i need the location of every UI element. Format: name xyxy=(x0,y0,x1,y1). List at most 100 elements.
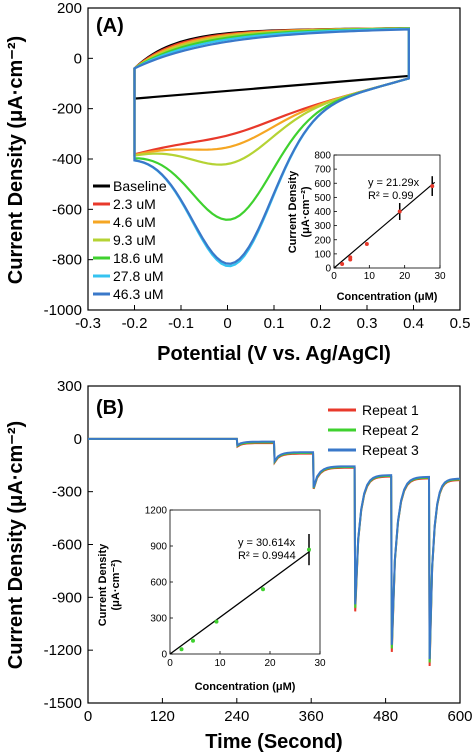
cv-curve-46-3-um xyxy=(133,28,410,265)
x-tick-label: -0.2 xyxy=(122,315,148,332)
legend-label: 4.6 uM xyxy=(113,214,156,230)
x-tick-label: 120 xyxy=(150,708,175,725)
x-tick-label: 0.3 xyxy=(357,315,378,332)
inset-y-tick-label: 700 xyxy=(314,165,331,176)
panel-b-ticks: 0 120 240 360 480 6003000-300-600-900-1200-15… xyxy=(44,378,473,725)
y-tick-label: -1000 xyxy=(44,302,82,319)
cv-curve-baseline xyxy=(133,27,410,100)
inset-data-point xyxy=(348,255,353,260)
inset-fit-line xyxy=(333,181,436,269)
panel-b-y-axis-title: Current Density (μA·cm⁻²) xyxy=(5,421,27,669)
y-tick-label: 0 xyxy=(74,431,82,448)
y-tick-label: 300 xyxy=(57,378,82,395)
inset-y-tick-label: 0 xyxy=(161,650,167,661)
legend-label: Repeat 1 xyxy=(362,402,419,418)
inset-y-tick-label: 600 xyxy=(314,179,331,190)
panel-b-chart: 0 120 240 360 480 6003000-300-600-900-1200-15… xyxy=(5,378,473,753)
panel-b-label: (B) xyxy=(96,397,124,419)
inset-frame xyxy=(333,154,441,269)
inset-y-tick-label: 900 xyxy=(150,542,167,553)
panel-a-curves xyxy=(133,27,410,268)
inset-fit-line xyxy=(169,550,311,655)
x-tick-label: 0.5 xyxy=(450,315,471,332)
inset-x-tick-label: 30 xyxy=(434,271,446,282)
panel-a-chart: -0.3 -0.2 -0.1 0 0.1 0.2 0.3 0.4 0.52000-200-400… xyxy=(5,0,470,365)
legend-label: Repeat 2 xyxy=(362,422,419,438)
panel-b-x-axis-title: Time (Second) xyxy=(205,731,342,753)
x-tick-label: -0.1 xyxy=(168,315,194,332)
inset-data-point xyxy=(214,619,219,624)
x-tick-label: 0.1 xyxy=(264,315,285,332)
inset-equation: y = 21.29x xyxy=(368,177,420,189)
inset-data-point xyxy=(179,647,184,652)
panel-a-label: (A) xyxy=(96,15,124,37)
inset-y-tick-label: 300 xyxy=(314,221,331,232)
y-tick-label: -1500 xyxy=(44,695,82,712)
inset-y-axis-title: Current Density(μA·cm⁻²) xyxy=(287,170,312,253)
inset-r-squared: R² = 0.9944 xyxy=(238,550,296,562)
inset-y-axis-title-line2: (μA·cm⁻²) xyxy=(300,186,312,237)
panel-b-curves xyxy=(88,437,461,667)
inset-data-point xyxy=(261,587,265,592)
inset-y-tick-label: 300 xyxy=(150,614,167,625)
inset-y-tick-label: 0 xyxy=(325,264,331,275)
inset-y-tick-label: 800 xyxy=(314,151,331,162)
x-tick-label: -0.3 xyxy=(75,315,101,332)
y-tick-label: -400 xyxy=(52,151,82,168)
x-tick-label: 480 xyxy=(373,708,398,725)
x-tick-label: 600 xyxy=(447,708,472,725)
panel-a-y-axis-title: Current Density (μA·cm⁻²) xyxy=(5,36,27,284)
y-tick-label: -600 xyxy=(52,201,82,218)
inset-data-point xyxy=(191,638,195,643)
inset-data-point xyxy=(340,262,345,267)
inset-y-tick-label: 100 xyxy=(314,249,331,260)
inset-x-tick-label: 30 xyxy=(314,658,326,669)
panel-a-legend: Baseline 2.3 uM 4.6 uM 9.3 uM 18.6 uM 27.8 uM… xyxy=(93,178,167,302)
x-tick-label: 0.4 xyxy=(403,315,424,332)
y-tick-label: -300 xyxy=(52,484,82,501)
y-tick-label: -800 xyxy=(52,252,82,269)
y-tick-label: -200 xyxy=(52,101,82,118)
panel-b-legend: Repeat 1 Repeat 2 Repeat 3 xyxy=(328,402,419,458)
x-tick-label: 0.2 xyxy=(310,315,331,332)
legend-label: 46.3 uM xyxy=(113,286,164,302)
legend-label: Repeat 3 xyxy=(362,442,419,458)
panel-a-x-axis-title: Potential (V vs. Ag/AgCl) xyxy=(157,343,391,365)
inset-data-point xyxy=(430,184,435,189)
inset-x-tick-label: 0 xyxy=(331,271,337,282)
inset-x-axis-title: Concentration (μM) xyxy=(195,681,296,693)
inset-y-axis-title: Current Density(μA·cm⁻²) xyxy=(97,543,122,626)
panel-a-ticks: -0.3 -0.2 -0.1 0 0.1 0.2 0.3 0.4 0.52000-200-400… xyxy=(44,0,471,332)
y-tick-label: -600 xyxy=(52,537,82,554)
legend-label: 2.3 uM xyxy=(113,196,156,212)
inset-frame xyxy=(169,509,321,655)
x-tick-label: 360 xyxy=(299,708,324,725)
y-tick-label: -900 xyxy=(52,589,82,606)
legend-label: 27.8 uM xyxy=(113,268,164,284)
inset-x-tick-label: 10 xyxy=(364,271,376,282)
inset-x-tick-label: 20 xyxy=(264,658,276,669)
inset-x-tick-label: 20 xyxy=(399,271,411,282)
inset-y-tick-label: 200 xyxy=(314,235,331,246)
inset-y-axis-title-line2: (μA·cm⁻²) xyxy=(110,559,122,610)
inset-equation: y = 30.614x xyxy=(238,537,296,549)
inset-data-point xyxy=(364,241,369,246)
legend-label: Baseline xyxy=(113,178,167,194)
inset-data-point xyxy=(397,209,402,214)
inset-x-axis-title: Concentration (μM) xyxy=(337,291,438,303)
legend-label: 9.3 uM xyxy=(113,232,156,248)
inset-y-tick-label: 600 xyxy=(150,578,167,589)
inset-y-axis-title-line1: Current Density xyxy=(287,170,299,253)
legend-label: 18.6 uM xyxy=(113,250,164,266)
y-tick-label: 200 xyxy=(57,0,82,17)
inset-y-axis-title-line1: Current Density xyxy=(97,543,109,626)
inset-y-tick-label: 1200 xyxy=(145,506,168,517)
inset-r-squared: R² = 0.99 xyxy=(368,190,414,202)
x-tick-label: 0 xyxy=(223,315,231,332)
inset-x-tick-label: 0 xyxy=(167,658,173,669)
inset-data-point xyxy=(307,547,311,552)
inset-y-tick-label: 400 xyxy=(314,207,331,218)
y-tick-label: -1200 xyxy=(44,642,82,659)
